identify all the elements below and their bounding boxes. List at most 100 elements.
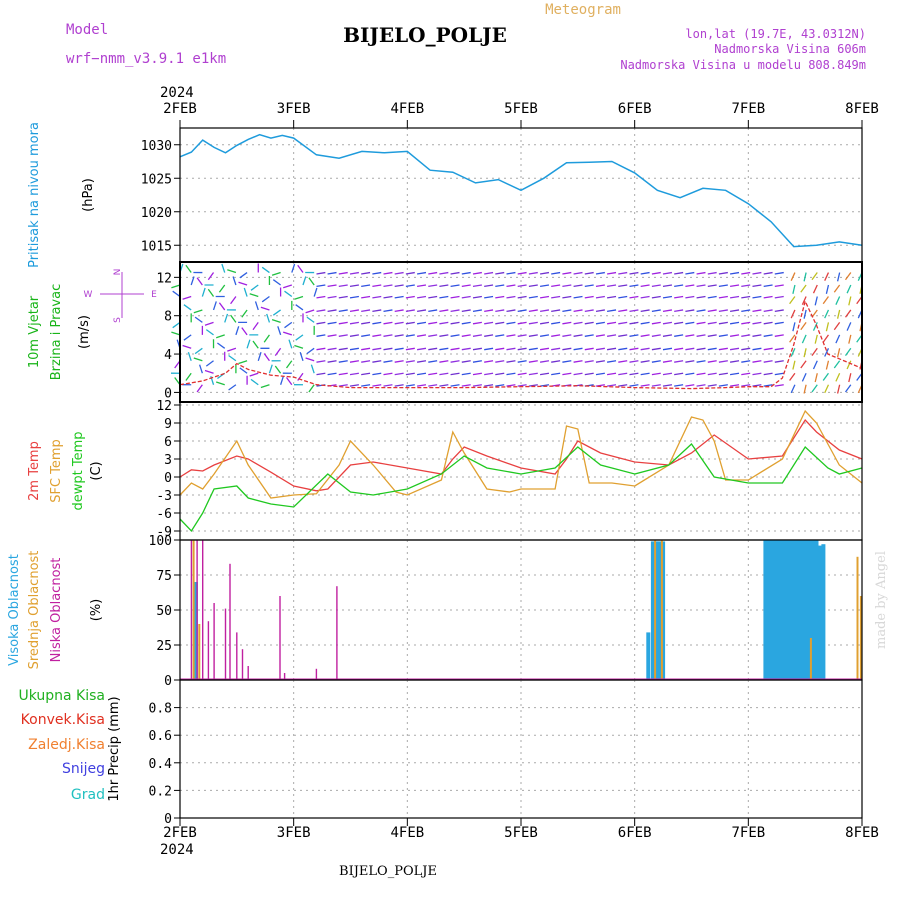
wind-barb [812,385,817,392]
year-top: 2024 [160,85,194,101]
x-tick-label-bottom: 5FEB [504,825,538,841]
y-tick-label: 25 [156,639,172,654]
wind-barb [309,278,314,285]
wind-barb [663,285,672,286]
wind-barb [428,361,437,362]
wind-barb [317,335,326,336]
wind-barb [823,297,828,304]
wind-barb [834,285,839,292]
wind-barb [183,297,192,300]
wind-barb [339,297,348,298]
ylabel-wind-1: Brzina i Pravac [49,284,64,381]
wind-barb [298,265,303,272]
model-elevation-text: Nadmorska Visina u modelu 808.849m [620,58,866,72]
wind-barb [685,348,694,349]
ylabel-cloud-2: Niska Oblacnost [49,558,64,663]
wind-barb [417,361,426,362]
wind-barb [417,273,426,274]
wind-barb [849,335,851,344]
legend-total-rain: Ukupna Kisa [18,688,105,704]
wind-barb [303,277,306,286]
wind-barb [361,322,370,323]
watermark: made by Angel [874,551,889,649]
wind-barb [484,285,493,286]
wind-barb [462,322,471,323]
wind-barb [462,373,471,374]
wind-barb [507,373,516,374]
wind-barb [384,385,393,386]
wind-barb [208,273,213,280]
wind-barb [473,322,482,323]
wind-barb [317,297,326,298]
wind-barb [529,273,538,274]
wind-barb [473,285,482,286]
wind-barb [417,348,426,349]
wind-barb [428,285,437,286]
wind-barb [802,373,806,381]
compass-east: E [151,290,157,300]
wind-barb [652,273,661,274]
wind-barb [339,285,348,286]
wind-barb [428,373,437,374]
wind-barb [253,341,258,348]
wind-barb [838,348,840,357]
wind-barb [251,285,258,290]
wind-barb [562,273,571,274]
wind-barb [630,361,639,362]
wind-barb [272,320,281,323]
wind-barb [641,373,650,374]
wind-barb [208,289,213,296]
wind-barb [585,373,594,374]
wind-barb [462,297,471,298]
wind-barb [184,335,191,340]
wind-barb [697,348,706,349]
wind-barb [317,361,326,362]
y-tick-label: 3 [164,453,172,468]
mid-cloud-bar [193,540,195,680]
wind-barb [227,348,236,351]
wind-barb [219,285,224,292]
wind-barb [652,335,661,336]
wind-barb [596,297,605,298]
ylabel-temperature-3: (C) [89,461,104,480]
wind-barb [540,348,549,349]
wind-barb [372,310,381,311]
wind-barb [663,273,672,274]
wind-barb [791,385,795,393]
mid-cloud-bar [661,540,663,680]
wind-barb [507,297,516,298]
wind-barb [518,273,527,274]
wind-barb [361,385,370,386]
wind-barb [529,322,538,323]
wind-barb [790,373,795,380]
wind-barb [849,297,851,306]
wind-barb [278,326,281,335]
wind-barb [294,297,303,300]
wind-barb [641,385,650,386]
low-cloud-bar [196,540,197,680]
wind-barb [406,297,415,298]
wind-barb [585,310,594,311]
wind-barb [630,285,639,286]
ylabel-cloud-1: Srednja Oblacnost [27,551,42,670]
wind-barb [812,273,817,280]
wind-barb [630,273,639,274]
wind-barb [652,348,661,349]
wind-barb [775,335,784,336]
wind-barb [173,322,180,327]
y-tick-label: 0 [164,471,172,486]
wind-barb [529,361,538,362]
wind-barb [272,273,281,276]
wind-barb [529,297,538,298]
wind-barb [562,297,571,298]
wind-barb [406,348,415,349]
wind-barb [216,382,225,385]
wind-barb [439,322,448,323]
wind-barb [802,335,806,343]
wind-barb [197,278,202,285]
wind-barb [652,385,661,386]
wind-barb [350,310,359,311]
chart-kind-label: Meteogram [545,2,621,18]
wind-barb [836,297,840,305]
wind-barb [417,310,426,311]
